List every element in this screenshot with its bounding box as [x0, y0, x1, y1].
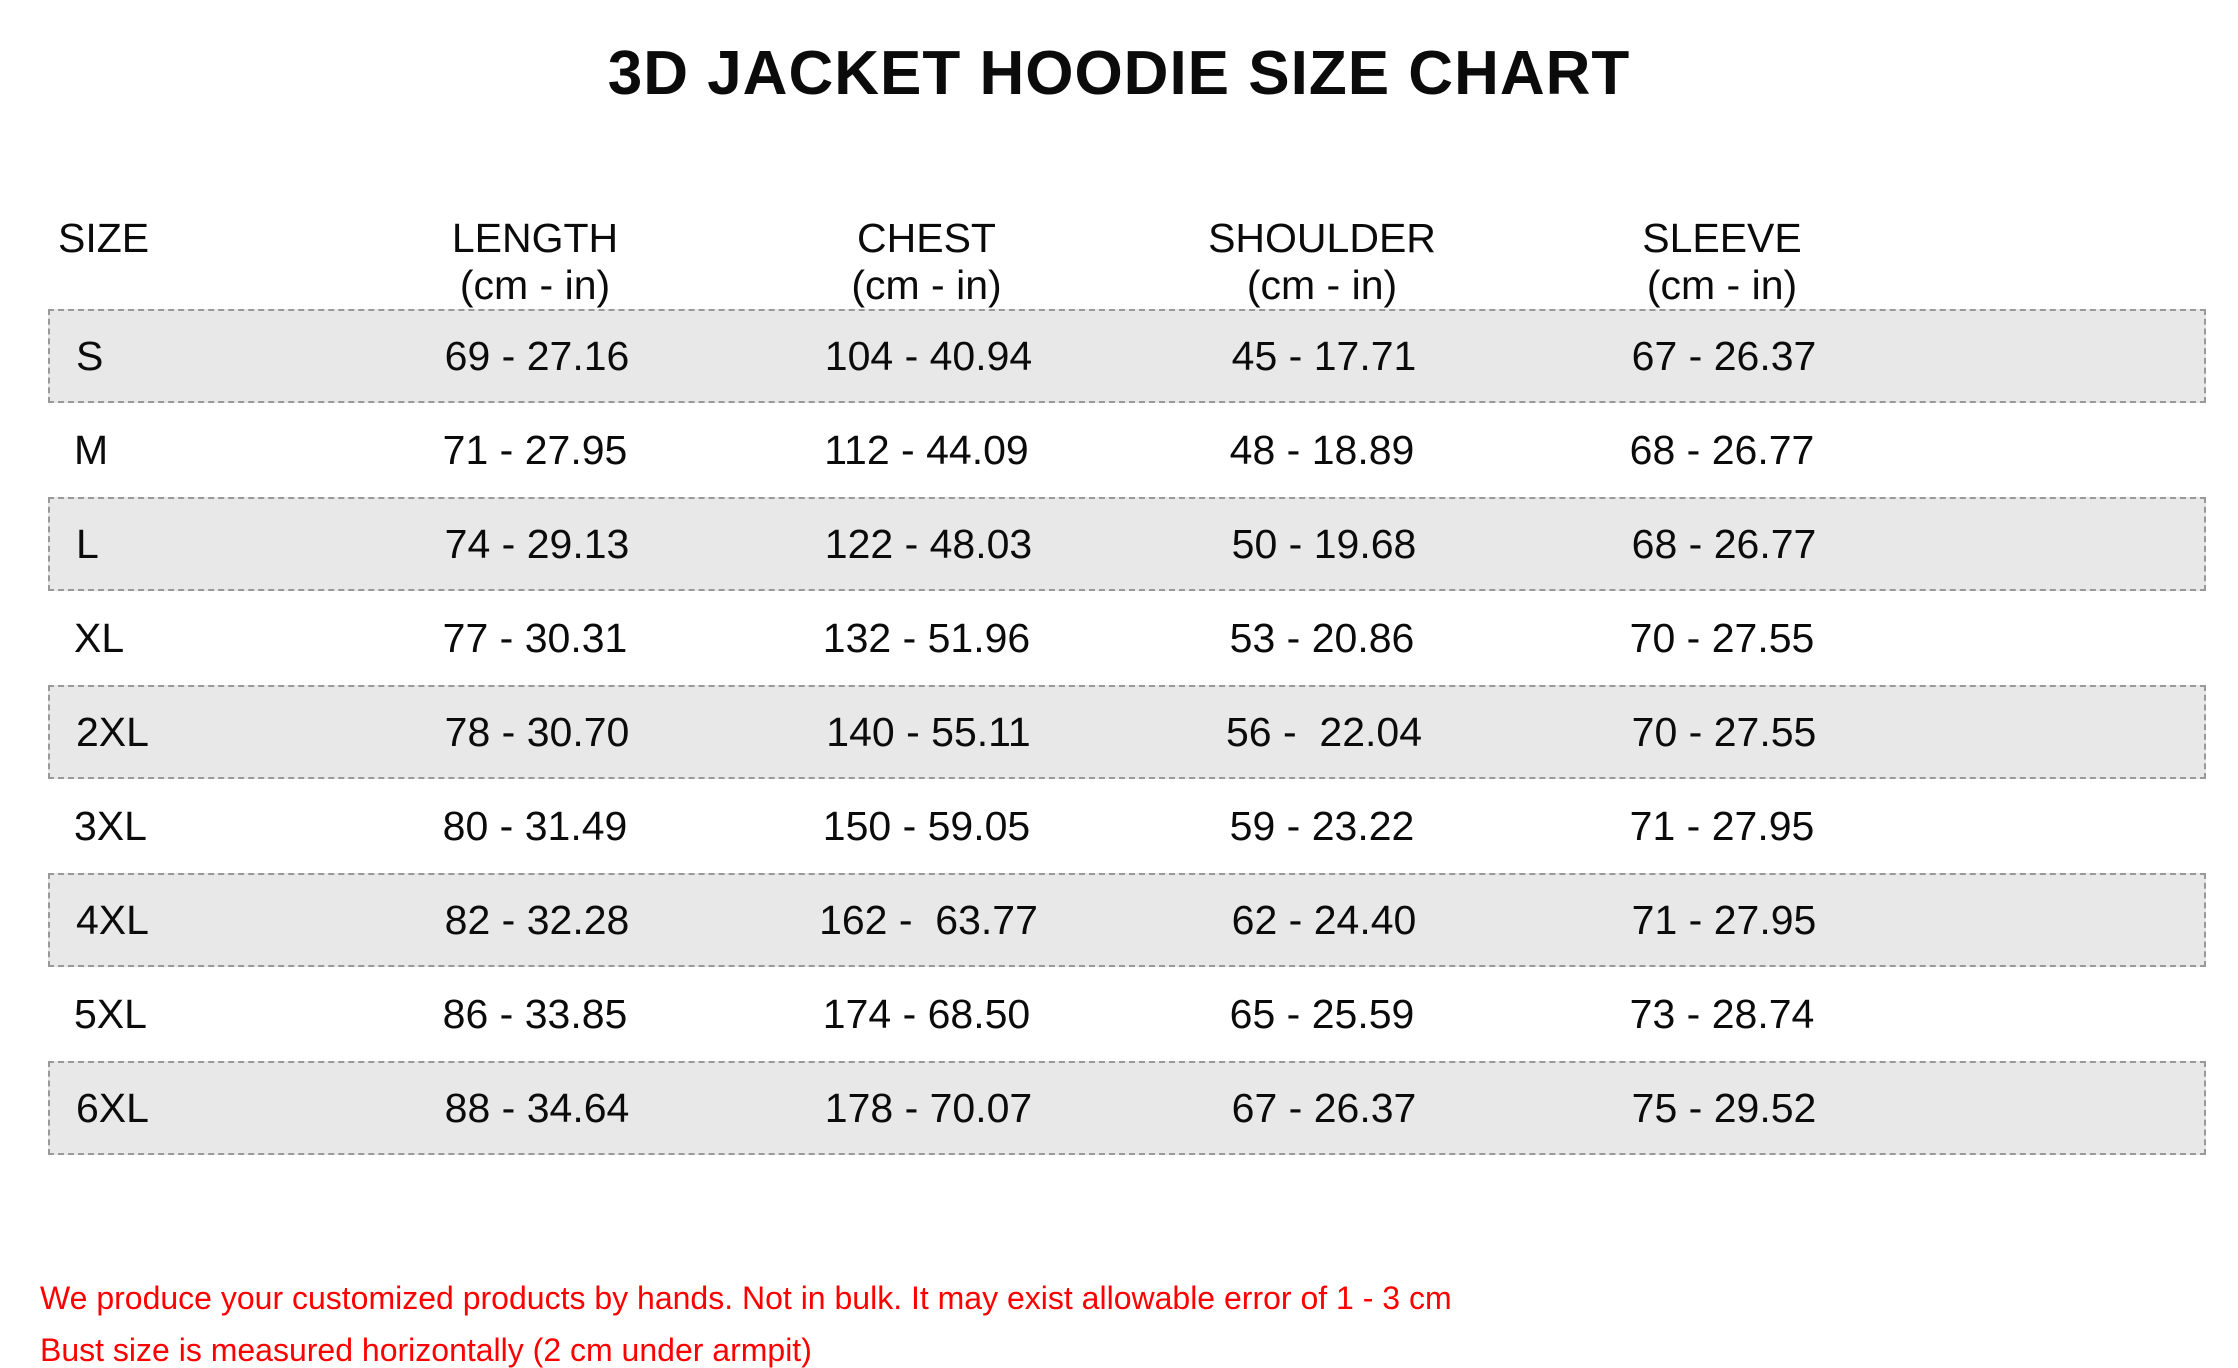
page-title: 3D JACKET HOODIE SIZE CHART [607, 39, 1631, 108]
sleeve-value: 71 - 27.95 [1631, 896, 1817, 943]
shoulder-value: 53 - 20.86 [1229, 614, 1415, 661]
table-header-row: SIZE LENGTH (cm - in) CHEST (cm - in) SH… [48, 215, 2206, 309]
sleeve-value: 70 - 27.55 [1631, 708, 1817, 755]
shoulder-value: 48 - 18.89 [1229, 426, 1415, 473]
sleeve-value: 71 - 27.95 [1629, 802, 1815, 849]
column-header-chest-unit: (cm - in) [851, 262, 1002, 308]
chest-value: 104 - 40.94 [824, 332, 1033, 379]
shoulder-value: 65 - 25.59 [1229, 990, 1415, 1037]
chest-value: 150 - 59.05 [822, 802, 1031, 849]
size-value: XL [74, 614, 125, 661]
length-value: 86 - 33.85 [442, 990, 628, 1037]
column-header-shoulder-unit: (cm - in) [1246, 262, 1398, 308]
length-value: 69 - 27.16 [444, 332, 630, 379]
chest-value: 140 - 55.11 [826, 708, 1031, 755]
column-header-sleeve: SLEEVE (cm - in) [1521, 215, 1923, 309]
column-header-size-label: SIZE [58, 215, 150, 261]
length-value: 88 - 34.64 [444, 1084, 630, 1131]
column-header-shoulder-label: SHOULDER [1208, 215, 1436, 261]
column-header-sleeve-label: SLEEVE [1642, 215, 1802, 261]
column-header-chest-label: CHEST [857, 215, 996, 261]
column-header-length: LENGTH (cm - in) [340, 215, 730, 309]
shoulder-value: 56 - 22.04 [1225, 708, 1423, 755]
size-chart-table: S 69 - 27.16 104 - 40.94 45 - 17.71 67 -… [48, 309, 2206, 1155]
chest-value: 122 - 48.03 [824, 520, 1033, 567]
shoulder-value: 59 - 23.22 [1229, 802, 1415, 849]
column-header-size: SIZE [48, 215, 340, 262]
size-value: 4XL [76, 896, 149, 943]
note-production: We produce your customized products by h… [40, 1280, 1452, 1316]
size-value: 2XL [76, 708, 149, 755]
column-header-length-unit: (cm - in) [459, 262, 611, 308]
table-row-s: S 69 - 27.16 104 - 40.94 45 - 17.71 67 -… [48, 309, 2206, 403]
size-value: L [76, 520, 99, 567]
length-value: 74 - 29.13 [444, 520, 630, 567]
table-row-l: L 74 - 29.13 122 - 48.03 50 - 19.68 68 -… [48, 497, 2206, 591]
table-row-5xl: 5XL 86 - 33.85 174 - 68.50 65 - 25.59 73… [48, 967, 2206, 1061]
sleeve-value: 70 - 27.55 [1629, 614, 1815, 661]
sleeve-value: 68 - 26.77 [1629, 426, 1815, 473]
column-header-chest: CHEST (cm - in) [730, 215, 1123, 309]
shoulder-value: 45 - 17.71 [1231, 332, 1417, 379]
length-value: 71 - 27.95 [442, 426, 628, 473]
table-row-6xl: 6XL 88 - 34.64 178 - 70.07 67 - 26.37 75… [48, 1061, 2206, 1155]
chest-value: 132 - 51.96 [822, 614, 1031, 661]
column-header-length-label: LENGTH [451, 215, 619, 261]
length-value: 78 - 30.70 [444, 708, 630, 755]
size-value: S [76, 332, 104, 379]
sleeve-value: 67 - 26.37 [1631, 332, 1817, 379]
chest-value: 112 - 44.09 [824, 426, 1029, 473]
size-value: 3XL [74, 802, 147, 849]
shoulder-value: 67 - 26.37 [1231, 1084, 1417, 1131]
shoulder-value: 62 - 24.40 [1231, 896, 1417, 943]
chest-value: 162 - 63.77 [819, 896, 1038, 943]
chest-value: 178 - 70.07 [824, 1084, 1033, 1131]
size-value: M [74, 426, 109, 473]
size-value: 5XL [74, 990, 147, 1037]
shoulder-value: 50 - 19.68 [1231, 520, 1417, 567]
table-row-m: M 71 - 27.95 112 - 44.09 48 - 18.89 68 -… [48, 403, 2206, 497]
sleeve-value: 68 - 26.77 [1631, 520, 1817, 567]
length-value: 80 - 31.49 [442, 802, 628, 849]
sleeve-value: 73 - 28.74 [1629, 990, 1815, 1037]
table-row-2xl: 2XL 78 - 30.70 140 - 55.11 56 - 22.04 70… [48, 685, 2206, 779]
table-row-4xl: 4XL 82 - 32.28 162 - 63.77 62 - 24.40 71… [48, 873, 2206, 967]
length-value: 82 - 32.28 [444, 896, 630, 943]
size-value: 6XL [76, 1084, 149, 1131]
table-row-xl: XL 77 - 30.31 132 - 51.96 53 - 20.86 70 … [48, 591, 2206, 685]
column-header-shoulder: SHOULDER (cm - in) [1123, 215, 1521, 309]
column-header-sleeve-unit: (cm - in) [1646, 262, 1798, 308]
table-row-3xl: 3XL 80 - 31.49 150 - 59.05 59 - 23.22 71… [48, 779, 2206, 873]
footer-notes: We produce your customized products by h… [40, 1272, 2190, 1368]
chest-value: 174 - 68.50 [822, 990, 1031, 1037]
sleeve-value: 75 - 29.52 [1631, 1084, 1817, 1131]
note-bust-measurement: Bust size is measured horizontally (2 cm… [40, 1332, 812, 1368]
length-value: 77 - 30.31 [442, 614, 628, 661]
